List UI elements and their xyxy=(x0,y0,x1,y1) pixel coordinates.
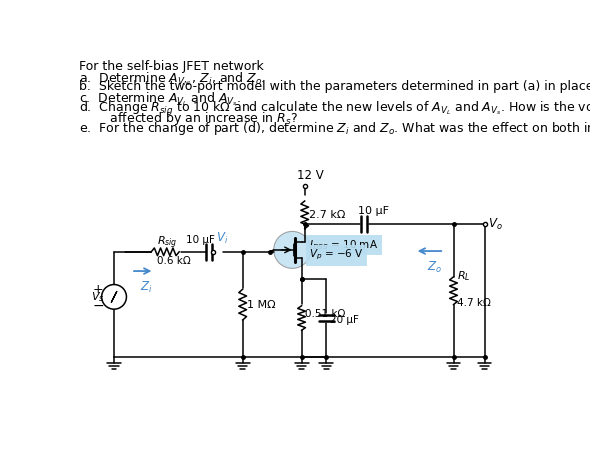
Text: $R_{sig}$: $R_{sig}$ xyxy=(158,235,178,251)
Text: $Z_i$: $Z_i$ xyxy=(140,280,152,295)
Text: $I_{DSS}$ = 10 mA: $I_{DSS}$ = 10 mA xyxy=(309,238,378,252)
Text: 10 μF: 10 μF xyxy=(186,235,215,245)
Text: 0.51 kΩ: 0.51 kΩ xyxy=(306,309,346,319)
Text: $V_i$: $V_i$ xyxy=(215,230,228,246)
Text: e.  For the change of part (d), determine $Z_i$ and $Z_o$. What was the effect o: e. For the change of part (d), determine… xyxy=(79,120,590,137)
Text: affected by an increase in $R_s$?: affected by an increase in $R_s$? xyxy=(90,110,298,127)
Text: 2.7 kΩ: 2.7 kΩ xyxy=(309,210,346,220)
Text: 12 V: 12 V xyxy=(297,169,324,182)
Text: $Z_o$: $Z_o$ xyxy=(427,260,442,276)
Text: For the self-bias JFET network: For the self-bias JFET network xyxy=(79,60,264,73)
Text: +: + xyxy=(93,283,103,295)
Text: 4.7 kΩ: 4.7 kΩ xyxy=(457,298,491,308)
Text: 0.6 kΩ: 0.6 kΩ xyxy=(158,256,191,266)
Text: a.  Determine $A_{V_{NL}}$, $Z_i$, and $Z_o$.: a. Determine $A_{V_{NL}}$, $Z_i$, and $Z… xyxy=(79,70,266,88)
Text: −: − xyxy=(93,299,104,313)
Text: 1 MΩ: 1 MΩ xyxy=(247,300,275,310)
Circle shape xyxy=(101,285,126,309)
Text: $R_L$: $R_L$ xyxy=(457,269,471,283)
Text: c.  Determine $A_{V_L}$ and $A_{V_s}$.: c. Determine $A_{V_L}$ and $A_{V_s}$. xyxy=(79,90,241,108)
Circle shape xyxy=(274,231,311,268)
Text: 20 μF: 20 μF xyxy=(330,314,359,324)
Text: $V_p$ = −6 V: $V_p$ = −6 V xyxy=(309,248,364,263)
Text: 10 μF: 10 μF xyxy=(358,206,389,216)
Text: $V_o$: $V_o$ xyxy=(487,217,502,232)
Text: $V_s$: $V_s$ xyxy=(91,290,104,304)
Text: d.  Change $R_{sig}$ to 10 k$\Omega$ and calculate the new levels of $A_{V_L}$ a: d. Change $R_{sig}$ to 10 k$\Omega$ and … xyxy=(79,100,590,118)
Text: b.  Sketch the two-port model with the parameters determined in part (a) in plac: b. Sketch the two-port model with the pa… xyxy=(79,80,590,93)
